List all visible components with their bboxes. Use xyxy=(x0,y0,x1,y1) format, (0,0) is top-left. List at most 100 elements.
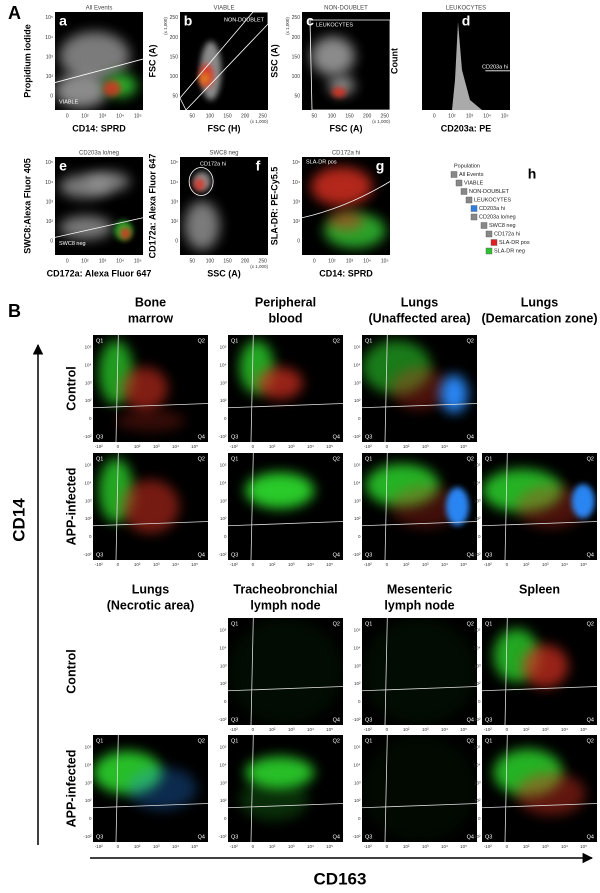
cell-cloud xyxy=(239,777,309,821)
x-tick-label: 10³ xyxy=(99,113,107,119)
x-axis-label: FSC (H) xyxy=(208,123,241,133)
quadrant-gate xyxy=(482,803,597,809)
quadrant-label: Q2 xyxy=(587,621,594,627)
quadrant-label: Q1 xyxy=(365,338,372,344)
y-tick-label: 10² xyxy=(85,516,92,521)
y-tick-label: 0 xyxy=(89,534,92,539)
x-tick-label: 10³ xyxy=(542,562,549,567)
gate xyxy=(55,58,143,83)
y-tick-label: 10⁵ xyxy=(220,345,227,350)
y-tick-label: 10³ xyxy=(474,780,481,785)
x-tick-label: -10² xyxy=(364,562,373,567)
cell-cloud xyxy=(362,618,477,725)
y-tick-label: 10⁵ xyxy=(474,628,481,633)
y-tick-label: 10⁴ xyxy=(85,763,92,768)
quadrant-label: Q2 xyxy=(467,738,474,744)
column-header: Lungs xyxy=(521,295,559,309)
plot-area xyxy=(362,453,477,560)
cell-cloud xyxy=(516,772,586,816)
x-tick-label: 10³ xyxy=(422,844,429,849)
x-tick-label: 0 xyxy=(313,258,316,264)
y-tick-label: 0 xyxy=(478,534,481,539)
hierarchy-icon xyxy=(470,213,478,221)
y-tick-label: 0 xyxy=(478,699,481,704)
y-tick-label: 10³ xyxy=(220,498,227,503)
quadrant-label: Q3 xyxy=(365,434,372,440)
column-header: lymph node xyxy=(250,598,320,612)
quadrant-label: Q4 xyxy=(333,834,340,840)
y-tick-label: 10³ xyxy=(171,199,179,205)
hierarchy-icon xyxy=(450,171,458,178)
x-tick-label: 10³ xyxy=(422,727,429,732)
x-tick-label: -10² xyxy=(484,562,493,567)
x-tick-label: 150 xyxy=(223,258,232,264)
x-tick-label: 10² xyxy=(403,562,410,567)
plot-area xyxy=(362,735,477,842)
quadrant-label: Q1 xyxy=(231,621,238,627)
plot-area xyxy=(482,735,597,842)
x-tick-label: 100 xyxy=(206,258,215,264)
x-tick-label: 10² xyxy=(523,562,530,567)
x-tick-label: 10² xyxy=(134,844,141,849)
y-tick-label: 10³ xyxy=(293,199,301,205)
plot-area xyxy=(228,618,343,725)
x-tick-label: 10⁵ xyxy=(326,562,333,567)
y-axis-label: CD172a: Alexa Fluor 647 xyxy=(147,154,157,259)
quadrant-label: Q2 xyxy=(198,338,205,344)
quadrant-label: Q1 xyxy=(365,621,372,627)
y-tick-label: 10² xyxy=(354,398,361,403)
y-tick-label: 10² xyxy=(85,398,92,403)
quadrant-gate xyxy=(228,803,343,809)
x-tick-label: 10⁴ xyxy=(441,562,448,567)
quadrant-label: Q1 xyxy=(231,738,238,744)
y-axis-label: SLA-DR: PE-Cy5.5 xyxy=(269,167,279,246)
plot-area xyxy=(93,453,208,560)
column-header: Mesenteric xyxy=(387,582,452,596)
x-tick-label: 10² xyxy=(269,562,276,567)
quadrant-label: Q2 xyxy=(467,621,474,627)
plot-area xyxy=(482,453,597,560)
quadrant-label: Q3 xyxy=(365,834,372,840)
quadrant-label: Q2 xyxy=(333,338,340,344)
x-tick-label: 10⁵ xyxy=(460,727,467,732)
y-tick-label: 10² xyxy=(474,798,481,803)
y-tick-label: 10³ xyxy=(85,498,92,503)
quadrant-gate xyxy=(115,335,119,442)
cell-cloud xyxy=(522,644,569,688)
quadrant-label: Q3 xyxy=(365,717,372,723)
quadrant-gate xyxy=(362,686,477,692)
x-tick-label: 10³ xyxy=(288,444,295,449)
gate-label: VIABLE xyxy=(59,99,79,105)
gate xyxy=(55,217,143,238)
column-header: Lungs xyxy=(401,295,439,309)
quadrant-label: Q1 xyxy=(365,456,372,462)
y-tick-label: 0 xyxy=(478,816,481,821)
y-tick-label: 10² xyxy=(46,74,54,80)
quadrant-label: Q1 xyxy=(231,456,238,462)
y-tick-label: 10³ xyxy=(354,380,361,385)
plot-area xyxy=(228,335,343,442)
panel-letter: b xyxy=(184,13,193,29)
x-tick-label: -10² xyxy=(95,844,104,849)
x-tick-label: 200 xyxy=(363,113,372,119)
x-tick-label: 10⁵ xyxy=(580,844,587,849)
quadrant-label: Q3 xyxy=(231,434,238,440)
cell-cloud xyxy=(390,485,460,528)
y-tick-label: 10⁴ xyxy=(170,180,178,186)
x-tick-label: 10³ xyxy=(153,844,160,849)
hierarchy-item: CD203a hi xyxy=(479,206,505,212)
hierarchy-icon xyxy=(480,222,488,229)
quadrant-label: Q2 xyxy=(467,456,474,462)
cell-cloud xyxy=(445,487,469,526)
cell-cloud xyxy=(59,31,130,81)
column-header: blood xyxy=(268,311,302,325)
x-tick-label: 10⁵ xyxy=(460,844,467,849)
quadrant-gate xyxy=(482,686,597,692)
cell-cloud xyxy=(310,36,355,76)
x-tick-label: 0 xyxy=(117,444,120,449)
y-tick-label: 10² xyxy=(220,798,227,803)
row-label: Control xyxy=(64,649,78,693)
row-label: Control xyxy=(64,366,78,410)
quadrant-label: Q4 xyxy=(198,434,205,440)
quadrant-gate xyxy=(384,618,388,725)
